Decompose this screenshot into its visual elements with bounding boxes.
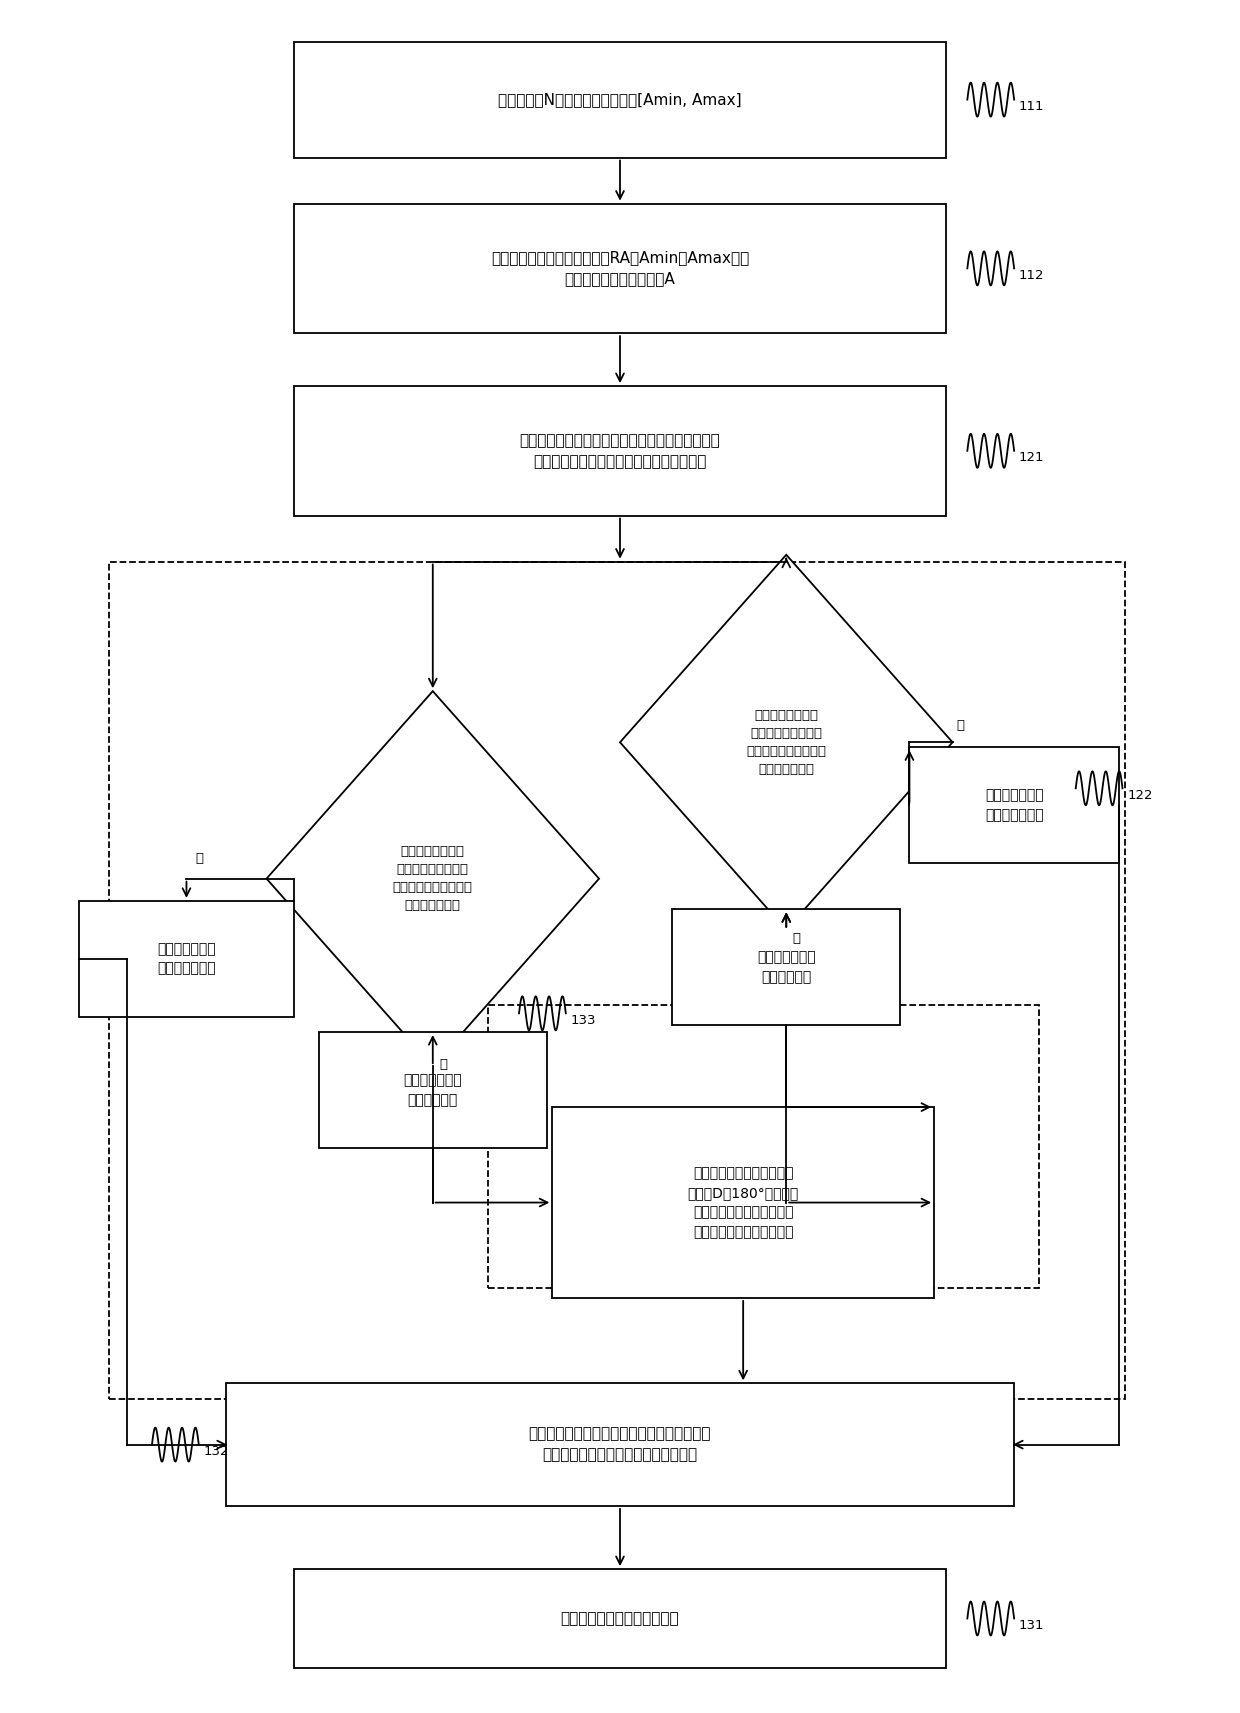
Text: 是: 是 xyxy=(439,1059,446,1071)
FancyBboxPatch shape xyxy=(226,1382,1014,1506)
FancyBboxPatch shape xyxy=(294,385,946,516)
Text: 根据两个目标点的相对方位
角差值D与180°的大小关
系，确定两个目标点的连线
方式对两个目标点进行连线: 根据两个目标点的相对方位 角差值D与180°的大小关 系，确定两个目标点的连线 … xyxy=(687,1167,799,1238)
Text: 将位于外部的目标点进行量化处理，并对内部
目标点和量化后的外部目标点进行连线: 将位于外部的目标点进行量化处理，并对内部 目标点和量化后的外部目标点进行连线 xyxy=(528,1427,712,1463)
Text: 133: 133 xyxy=(570,1014,596,1026)
Polygon shape xyxy=(267,690,599,1065)
Text: 是: 是 xyxy=(792,932,801,946)
Text: 根据雷达视图信息，确定目标显示范围，目标显示
范围包括：方位角显示范围和距离显示范围: 根据雷达视图信息，确定目标显示范围，目标显示 范围包括：方位角显示范围和距离显示… xyxy=(520,433,720,469)
FancyBboxPatch shape xyxy=(319,1031,547,1148)
Text: 132: 132 xyxy=(203,1444,229,1458)
FancyBboxPatch shape xyxy=(672,910,900,1026)
FancyBboxPatch shape xyxy=(294,204,946,332)
Text: 上一目标点不在
目标显示范围内: 上一目标点不在 目标显示范围内 xyxy=(157,942,216,975)
Text: 111: 111 xyxy=(1019,99,1044,113)
Text: 131: 131 xyxy=(1019,1619,1044,1632)
Text: 121: 121 xyxy=(1019,451,1044,464)
FancyBboxPatch shape xyxy=(78,901,294,1018)
Polygon shape xyxy=(620,555,952,930)
Text: 当前目标点的方位
角是否在方位角显示
范围内且其距离是否在
距离显示范围内: 当前目标点的方位 角是否在方位角显示 范围内且其距离是否在 距离显示范围内 xyxy=(746,709,826,776)
Text: 122: 122 xyxy=(1127,788,1153,802)
Text: 否: 否 xyxy=(956,719,965,731)
Text: 上一目标点在目
标显示范围内: 上一目标点在目 标显示范围内 xyxy=(403,1074,463,1107)
Text: 当前目标点不在
目标显示范围内: 当前目标点不在 目标显示范围内 xyxy=(985,788,1043,822)
FancyBboxPatch shape xyxy=(909,747,1118,863)
Text: 根据法线角N确定相对方位角范围[Amin, Amax]: 根据法线角N确定相对方位角范围[Amin, Amax] xyxy=(498,93,742,108)
Text: 112: 112 xyxy=(1019,269,1044,281)
Text: 根据当前目标点的真实方位角RA与Amin、Amax的大
小关系，计算相对方位角A: 根据当前目标点的真实方位角RA与Amin、Amax的大 小关系，计算相对方位角A xyxy=(491,250,749,286)
FancyBboxPatch shape xyxy=(294,1569,946,1668)
Text: 上一目标点的方位
角是否在方位角显示
范围内且其距离是否在
距离显示范围内: 上一目标点的方位 角是否在方位角显示 范围内且其距离是否在 距离显示范围内 xyxy=(393,845,472,911)
FancyBboxPatch shape xyxy=(294,41,946,158)
Text: 否: 否 xyxy=(195,851,203,865)
FancyBboxPatch shape xyxy=(552,1107,934,1298)
Text: 当前目标点在目
标显示范围内: 当前目标点在目 标显示范围内 xyxy=(756,951,816,983)
Text: 不进行连线，不显示目标航迹: 不进行连线，不显示目标航迹 xyxy=(560,1610,680,1626)
